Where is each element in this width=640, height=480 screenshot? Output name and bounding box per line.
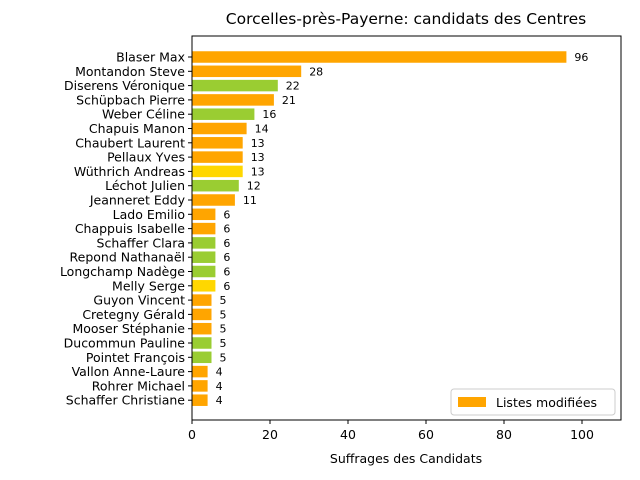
- legend-swatch: [458, 397, 486, 407]
- category-label: Wüthrich Andreas: [74, 164, 185, 179]
- bar-value-label: 13: [251, 165, 265, 178]
- category-label: Schüpbach Pierre: [76, 92, 185, 107]
- bar: [192, 165, 243, 178]
- legend-label: Listes modifiées: [496, 395, 597, 410]
- category-label: Pointet François: [86, 350, 185, 365]
- category-label: Ducommun Pauline: [64, 336, 186, 351]
- category-label: Mooser Stéphanie: [72, 321, 185, 336]
- bar-value-label: 6: [223, 223, 230, 236]
- category-label: Chaubert Laurent: [75, 135, 185, 150]
- category-label: Chapuis Manon: [89, 121, 185, 136]
- bar: [192, 151, 243, 163]
- bar-value-label: 6: [223, 280, 230, 293]
- bar: [192, 265, 216, 278]
- bar-value-label: 21: [282, 94, 296, 107]
- category-label: Weber Céline: [102, 107, 185, 122]
- x-tick-label: 20: [262, 427, 278, 442]
- category-label: Blaser Max: [116, 50, 185, 65]
- bar: [192, 65, 302, 78]
- bar: [192, 394, 208, 406]
- bar-value-label: 11: [243, 194, 257, 207]
- bar-value-label: 5: [220, 308, 227, 321]
- category-label: Pellaux Yves: [107, 150, 185, 165]
- bar: [192, 51, 567, 63]
- x-axis-title: Suffrages des Candidats: [330, 451, 482, 466]
- x-tick-label: 80: [496, 427, 512, 442]
- category-label: Melly Serge: [112, 278, 185, 293]
- bar-value-label: 5: [220, 351, 227, 364]
- bar: [192, 237, 216, 249]
- bar: [192, 322, 212, 335]
- bar-value-label: 6: [223, 237, 230, 250]
- x-axis-ticks-group: 0 20 40 60 80 100: [188, 420, 594, 442]
- bar: [192, 351, 212, 364]
- bar-value-label: 6: [223, 251, 230, 264]
- x-tick-label: 40: [340, 427, 356, 442]
- bar-value-label: 12: [247, 180, 261, 193]
- bar-value-label: 5: [220, 323, 227, 336]
- bar-value-label: 6: [223, 266, 230, 279]
- bar: [192, 380, 208, 392]
- bar: [192, 294, 212, 306]
- category-label: Diserens Véronique: [64, 78, 185, 93]
- bar: [192, 337, 212, 349]
- bar: [192, 208, 216, 221]
- category-label: Longchamp Nadège: [60, 264, 185, 279]
- bar-value-label: 13: [251, 151, 265, 164]
- category-label: Cretegny Gérald: [82, 307, 185, 322]
- category-label: Chappuis Isabelle: [75, 221, 185, 236]
- category-label: Schaffer Clara: [97, 235, 185, 250]
- bar-value-label: 96: [574, 51, 588, 64]
- bar-value-label: 4: [216, 380, 223, 393]
- bars-group: [192, 51, 567, 406]
- bar: [192, 179, 239, 192]
- category-label: Schaffer Christiane: [66, 393, 186, 408]
- bar: [192, 194, 235, 206]
- bar: [192, 122, 247, 135]
- bar: [192, 365, 208, 378]
- category-label: Vallon Anne-Laure: [72, 364, 186, 379]
- category-label: Jeanneret Eddy: [89, 193, 186, 208]
- legend-frame: [450, 388, 616, 416]
- bar: [192, 108, 255, 120]
- category-label: Montandon Steve: [75, 64, 185, 79]
- bar-value-label: 5: [220, 294, 227, 307]
- category-label: Rohrer Michael: [92, 378, 185, 393]
- bar-value-label: 16: [262, 108, 276, 121]
- bar-value-label: 14: [255, 123, 269, 136]
- bar: [192, 308, 212, 321]
- bar: [192, 251, 216, 263]
- category-label: Guyon Vincent: [93, 293, 185, 308]
- bar-value-label: 4: [216, 366, 223, 379]
- category-label: Repond Nathanaël: [70, 250, 185, 265]
- legend: Listes modifiées: [450, 388, 616, 416]
- bar: [192, 222, 216, 235]
- plot-frame: [191, 35, 622, 421]
- x-tick-label: 60: [418, 427, 434, 442]
- bar: [192, 280, 216, 292]
- bar-value-label: 28: [309, 65, 323, 78]
- bar-value-label: 13: [251, 137, 265, 150]
- bar: [192, 137, 243, 149]
- bar-value-label: 4: [216, 394, 223, 407]
- category-label: Lado Emilio: [113, 207, 185, 222]
- category-label: Léchot Julien: [105, 178, 185, 193]
- chart-title: Corcelles-près-Payerne: candidats des Ce…: [226, 10, 586, 28]
- bar-value-label: 6: [223, 208, 230, 221]
- bar-value-label: 5: [220, 337, 227, 350]
- bar: [192, 94, 274, 106]
- bar-value-label: 22: [286, 80, 300, 93]
- bar: [192, 79, 278, 92]
- x-tick-label: 100: [570, 427, 594, 442]
- x-tick-label: 0: [188, 427, 196, 442]
